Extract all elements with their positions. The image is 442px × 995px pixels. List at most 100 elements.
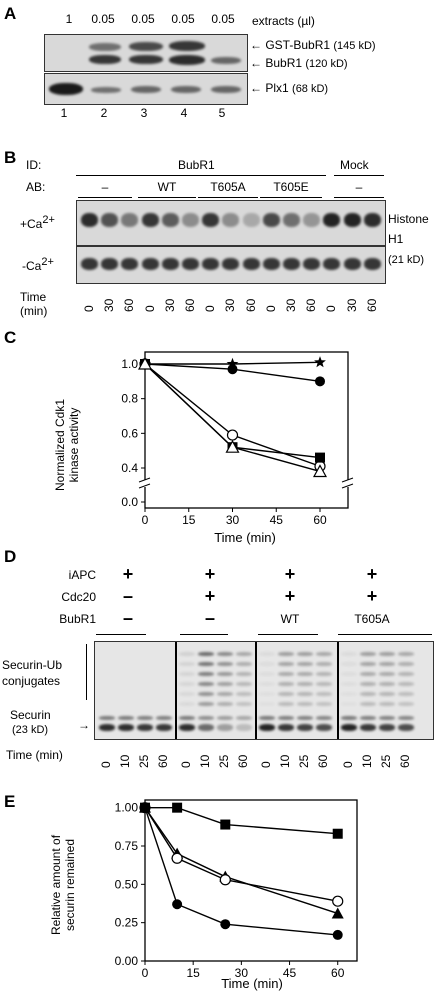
time-point-label: 60	[156, 754, 170, 768]
condition-value: +	[284, 586, 296, 606]
securin-band	[137, 724, 153, 731]
histone-band	[202, 258, 220, 270]
securin-band	[156, 724, 172, 731]
time-point-label: 0	[341, 761, 355, 768]
c-y-tick-label: 1.0	[121, 357, 138, 371]
histone-band	[222, 213, 240, 227]
securin-label: Securin	[10, 708, 51, 722]
histone-size-label: (21 kD)	[388, 254, 425, 266]
time-point-label: 25	[137, 754, 151, 768]
e-series-line	[144, 807, 338, 936]
securin-band	[278, 716, 294, 720]
condition-row-label: Cdc20	[61, 590, 96, 604]
histone-plus-ca-blot	[76, 200, 386, 246]
ubiquitin-conjugate-band	[360, 672, 376, 676]
time-point-label: 60	[183, 298, 197, 312]
securin-band	[236, 724, 252, 731]
time-point-label: 10	[198, 754, 212, 768]
securin-band	[259, 724, 275, 731]
time-point-label: 60	[304, 298, 319, 312]
time-point-label: 10	[278, 754, 292, 768]
time-point-label: 30	[223, 298, 238, 312]
ubiquitin-conjugate-band	[179, 692, 195, 696]
condition-group-line	[338, 634, 432, 635]
ab-group-line	[260, 197, 322, 198]
ubiquitin-conjugate-band	[259, 672, 275, 676]
e-data-point	[331, 907, 344, 919]
time-point-label: 30	[344, 298, 359, 312]
ubiquitin-conjugate-band	[198, 702, 214, 706]
securin-band	[179, 716, 195, 720]
securin-band	[217, 724, 233, 731]
ubiquitin-conjugate-band	[379, 662, 395, 666]
histone-band	[161, 213, 179, 227]
histone-band	[303, 258, 321, 270]
ubiquitin-conjugate-band	[341, 692, 357, 696]
securin-band	[118, 724, 134, 731]
c-axis-break-mark	[138, 477, 151, 483]
histone-band	[343, 213, 361, 227]
histone-band	[242, 258, 260, 270]
histone-band	[141, 213, 159, 227]
gel-lane-divider	[337, 642, 339, 739]
securin-ub-label: Securin-Ub	[2, 658, 63, 672]
securin-band	[379, 716, 395, 720]
time-point-label: 0	[142, 305, 157, 312]
e-y-tick-label: 1.00	[115, 801, 139, 815]
c-plot-frame	[144, 351, 349, 509]
histone-band	[182, 213, 199, 227]
ubiquitin-conjugate-band	[236, 682, 252, 686]
e-plot-frame	[144, 799, 358, 962]
e-y-tick-label: 0.75	[115, 839, 139, 853]
ubiquitin-conjugate-band	[259, 682, 275, 686]
c-data-point	[225, 439, 240, 453]
ubiquitin-conjugate-band	[341, 702, 357, 706]
time-point-label: 10	[118, 754, 132, 768]
e-data-point	[332, 828, 343, 839]
gst-bubr1-marker: ← GST-BubR1 (145 kD)	[250, 38, 376, 52]
securin-band	[198, 716, 214, 720]
ubiquitin-conjugate-band	[316, 692, 332, 696]
ubiquitin-conjugate-band	[236, 692, 252, 696]
plx1-blot	[44, 73, 248, 105]
ab-group-line	[138, 197, 196, 198]
ubiquitin-conjugate-band	[278, 662, 294, 666]
ubiquitin-conjugate-band	[316, 662, 332, 666]
ubiquitin-conjugate-band	[259, 702, 275, 706]
plus-ca-label: +Ca2+	[20, 214, 55, 231]
ubiquitin-conjugate-band	[341, 652, 357, 656]
ubiquitin-conjugate-band	[398, 672, 414, 676]
c-data-point	[137, 356, 153, 370]
volume-value: 0.05	[171, 12, 195, 26]
ab-group-label: –	[355, 180, 363, 194]
time-point-label: 0	[203, 305, 218, 312]
condition-group-line	[96, 634, 146, 635]
arrow-left-icon: ←	[250, 81, 262, 95]
condition-row-label: iAPC	[68, 568, 96, 582]
ubiquitin-conjugate-band	[316, 652, 332, 656]
securin-band	[118, 716, 134, 720]
panel-e-chart: 0 15 30 45 60 0.00 0.25 0.50 0.75 1.00 Time (min)…	[49, 799, 358, 991]
ubiquitin-conjugate-band	[217, 662, 233, 666]
ubiquitin-conjugate-band	[398, 702, 414, 706]
c-y-axis-label-1: Normalized Cdk1	[53, 399, 67, 491]
conjugates-label: conjugates	[2, 674, 61, 688]
ubiquitin-conjugate-band	[316, 672, 332, 676]
ubiquitin-conjugate-band	[198, 662, 214, 666]
securin-band	[156, 716, 172, 720]
e-y-axis-label-1: Relative amount of	[49, 834, 63, 935]
ubiquitin-conjugate-band	[297, 652, 313, 656]
c-x-tick-label: 45	[270, 513, 284, 527]
securin-band	[341, 716, 357, 720]
ubiquitin-conjugate-band	[259, 652, 275, 656]
e-x-tick-label: 45	[283, 966, 297, 980]
c-data-point	[226, 429, 239, 441]
securin-band	[198, 724, 214, 731]
securin-band	[297, 716, 313, 720]
e-x-tick-label: 60	[331, 966, 345, 980]
condition-value: +	[204, 586, 216, 606]
condition-value: +	[122, 564, 134, 584]
ubiquitin-conjugate-band	[398, 682, 414, 686]
ubiquitin-conjugate-band	[179, 682, 195, 686]
histone-band	[202, 213, 220, 227]
